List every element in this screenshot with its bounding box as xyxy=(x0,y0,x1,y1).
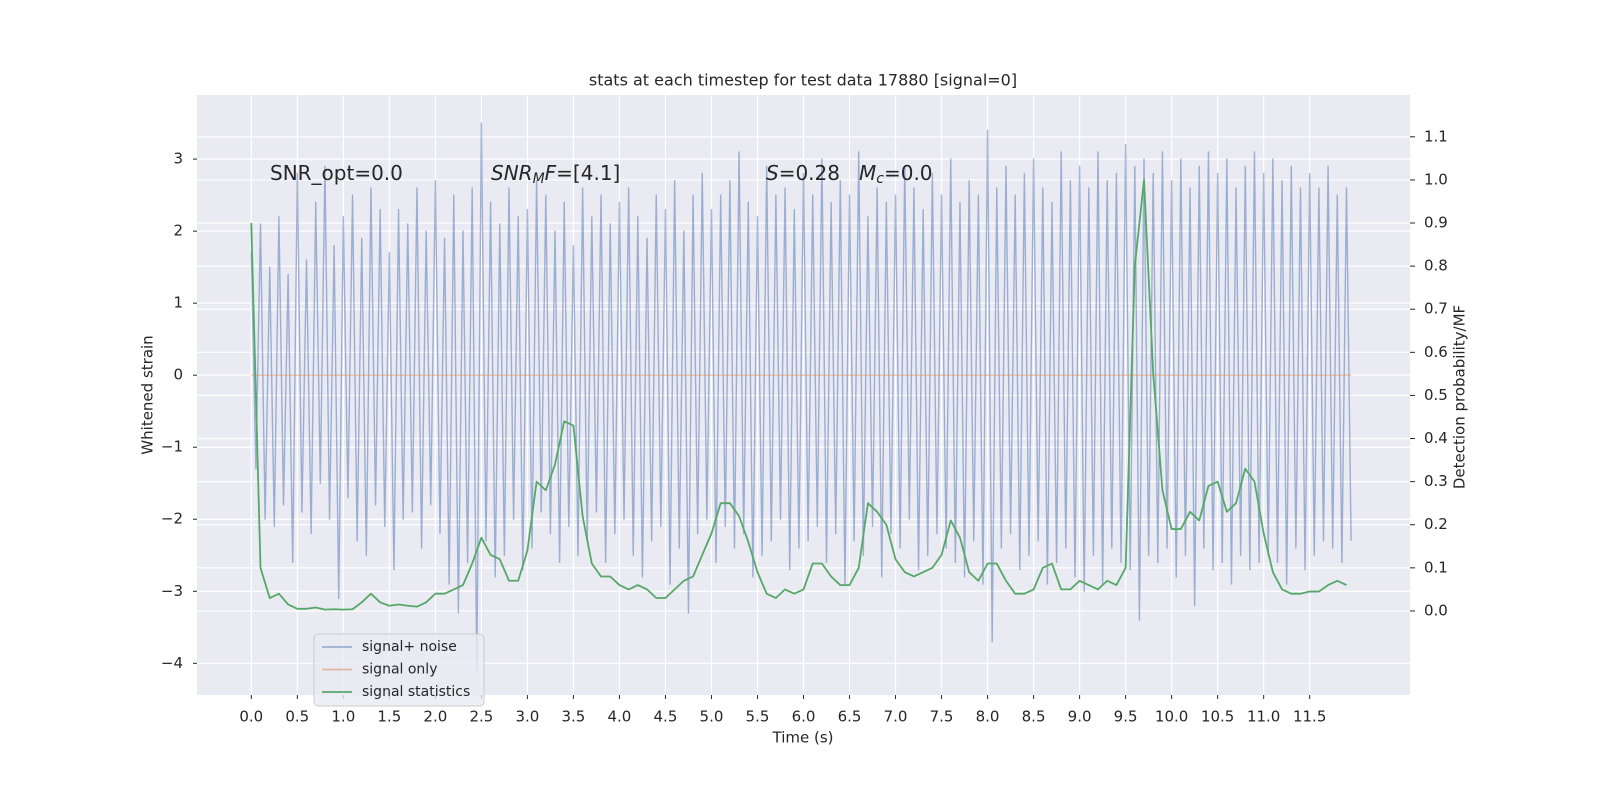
annotation-run: SNR xyxy=(491,161,533,185)
legend-label: signal+ noise xyxy=(362,639,457,655)
annotation-run: M xyxy=(533,171,545,187)
x-tick-label: 2.0 xyxy=(423,708,447,726)
y2-tick-label: 1.0 xyxy=(1424,170,1448,188)
x-tick-label: 7.0 xyxy=(884,708,908,726)
y2-tick-label: 0.4 xyxy=(1424,429,1448,447)
x-tick-label: 5.0 xyxy=(700,708,724,726)
x-tick-label: 0.0 xyxy=(239,708,263,726)
x-tick-label: 0.5 xyxy=(285,708,309,726)
legend-box xyxy=(313,633,485,707)
y-tick-label: 2 xyxy=(173,222,183,240)
y-tick-label: −4 xyxy=(161,654,183,672)
x-tick-label: 8.5 xyxy=(1022,708,1046,726)
x-tick-label: 10.0 xyxy=(1155,708,1188,726)
x-axis-label: Time (s) xyxy=(772,729,834,747)
annotation: S=0.28 xyxy=(766,161,840,185)
x-tick-label: 5.5 xyxy=(746,708,770,726)
annotation-run: c xyxy=(876,171,884,187)
axes: 0.0 0.5 1.0 1.5 2.0 2.5 3.0 3.5 4.0 4.5 5.0 5.5 6.0 6… xyxy=(161,127,1448,725)
annotation: SNR_opt=0.0 xyxy=(270,161,403,185)
x-tick-label: 4.5 xyxy=(654,708,678,726)
chart-title: stats at each timestep for test data 178… xyxy=(589,71,1017,90)
y2-tick-label: 0.0 xyxy=(1424,601,1448,619)
series-line xyxy=(250,122,1352,672)
x-tick-label: 11.5 xyxy=(1293,708,1326,726)
marks xyxy=(250,122,1352,672)
y2-tick-label: 0.8 xyxy=(1424,257,1448,275)
y-tick-label: −1 xyxy=(161,438,183,456)
y2-tick-label: 1.1 xyxy=(1424,127,1448,145)
y2-tick-label: 0.3 xyxy=(1424,472,1448,490)
y-tick-label: 3 xyxy=(173,150,183,168)
x-tick-label: 9.0 xyxy=(1068,708,1092,726)
x-tick-label: 1.0 xyxy=(331,708,355,726)
x-tick-label: 1.5 xyxy=(377,708,401,726)
x-tick-label: 6.5 xyxy=(838,708,862,726)
y2-tick-label: 0.5 xyxy=(1424,386,1448,404)
x-tick-label: 9.5 xyxy=(1114,708,1138,726)
x-tick-label: 8.0 xyxy=(976,708,1000,726)
y2-tick-label: 0.9 xyxy=(1424,214,1448,232)
x-tick-label: 10.5 xyxy=(1201,708,1234,726)
annotation-run: S xyxy=(766,161,779,185)
annotation-run: =[4.1] xyxy=(556,161,620,185)
y2-tick-label: 0.2 xyxy=(1424,515,1448,533)
annotation-run: SNR_opt=0.0 xyxy=(270,161,403,185)
y-axis-label: Whitened strain xyxy=(139,335,157,454)
y-tick-label: −3 xyxy=(161,582,183,600)
y-tick-label: 1 xyxy=(173,294,183,312)
x-tick-label: 3.0 xyxy=(515,708,539,726)
annotation-run: F xyxy=(545,161,557,185)
annotation: SNRMF=[4.1] xyxy=(491,161,620,188)
x-tick-label: 6.0 xyxy=(792,708,816,726)
y2-tick-label: 0.1 xyxy=(1424,558,1448,576)
x-tick-label: 2.5 xyxy=(469,708,493,726)
x-tick-label: 11.0 xyxy=(1247,708,1280,726)
annotation-run: =0.28 xyxy=(779,161,840,185)
annotation: Mc=0.0 xyxy=(859,161,933,188)
legend-label: signal only xyxy=(362,662,437,678)
x-tick-label: 7.5 xyxy=(930,708,954,726)
y2-tick-label: 0.7 xyxy=(1424,300,1448,318)
y2-axis-label: Detection probability/MF xyxy=(1451,305,1469,489)
y2-tick-label: 0.6 xyxy=(1424,343,1448,361)
annotation-run: M xyxy=(859,161,876,185)
legend: signal+ noise signal only signal statistic… xyxy=(313,633,485,707)
annotation-run: =0.0 xyxy=(884,161,933,185)
y-tick-label: 0 xyxy=(173,366,183,384)
series-line xyxy=(250,179,1347,611)
y-tick-label: −2 xyxy=(161,510,183,528)
legend-label: signal statistics xyxy=(362,684,470,700)
x-tick-label: 4.0 xyxy=(608,708,632,726)
x-tick-label: 3.5 xyxy=(561,708,585,726)
